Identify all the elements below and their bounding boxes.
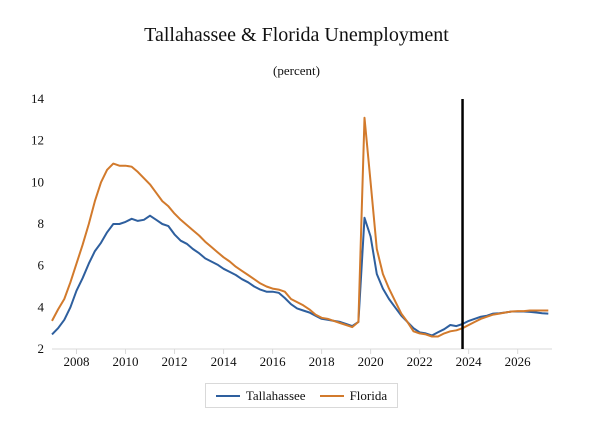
x-tick-label: 2008 [64,354,90,369]
legend-item-florida: Florida [319,387,388,404]
series-layer [51,116,549,338]
x-tick-label: 2024 [456,354,483,369]
x-tick-label: 2010 [113,354,139,369]
y-tick-label: 6 [38,258,45,273]
series-line-tallahassee [51,214,549,337]
legend-label-florida: Florida [349,387,388,403]
y-tick-label: 4 [38,299,45,314]
x-tick-label: 2022 [407,354,433,369]
y-tick-label: 12 [31,133,44,148]
legend: Tallahassee Florida [205,383,398,408]
y-tick-label: 10 [31,174,44,189]
x-tick-label: 2020 [358,354,384,369]
series-line-florida [51,116,549,338]
x-tick-label: 2012 [162,354,188,369]
x-tick-label: 2016 [260,354,287,369]
y-tick-label: 14 [31,91,45,106]
legend-swatch-florida [319,394,344,397]
axes: 2 4 6 8 10 12 14 2008 2010 2012 2014 2016 2018 2020 20… [31,91,552,369]
x-tick-label: 2026 [505,354,532,369]
x-tick-label: 2018 [309,354,335,369]
chart-subtitle: (percent) [273,63,320,78]
chart-title: Tallahassee & Florida Unemployment [144,24,449,46]
y-tick-label: 2 [38,341,45,356]
legend-label-tallahassee: Tallahassee [245,387,306,403]
y-tick-label: 8 [38,216,45,231]
x-tick-label: 2014 [211,354,238,369]
legend-item-tallahassee: Tallahassee [215,387,306,404]
legend-swatch-tallahassee [215,394,240,397]
